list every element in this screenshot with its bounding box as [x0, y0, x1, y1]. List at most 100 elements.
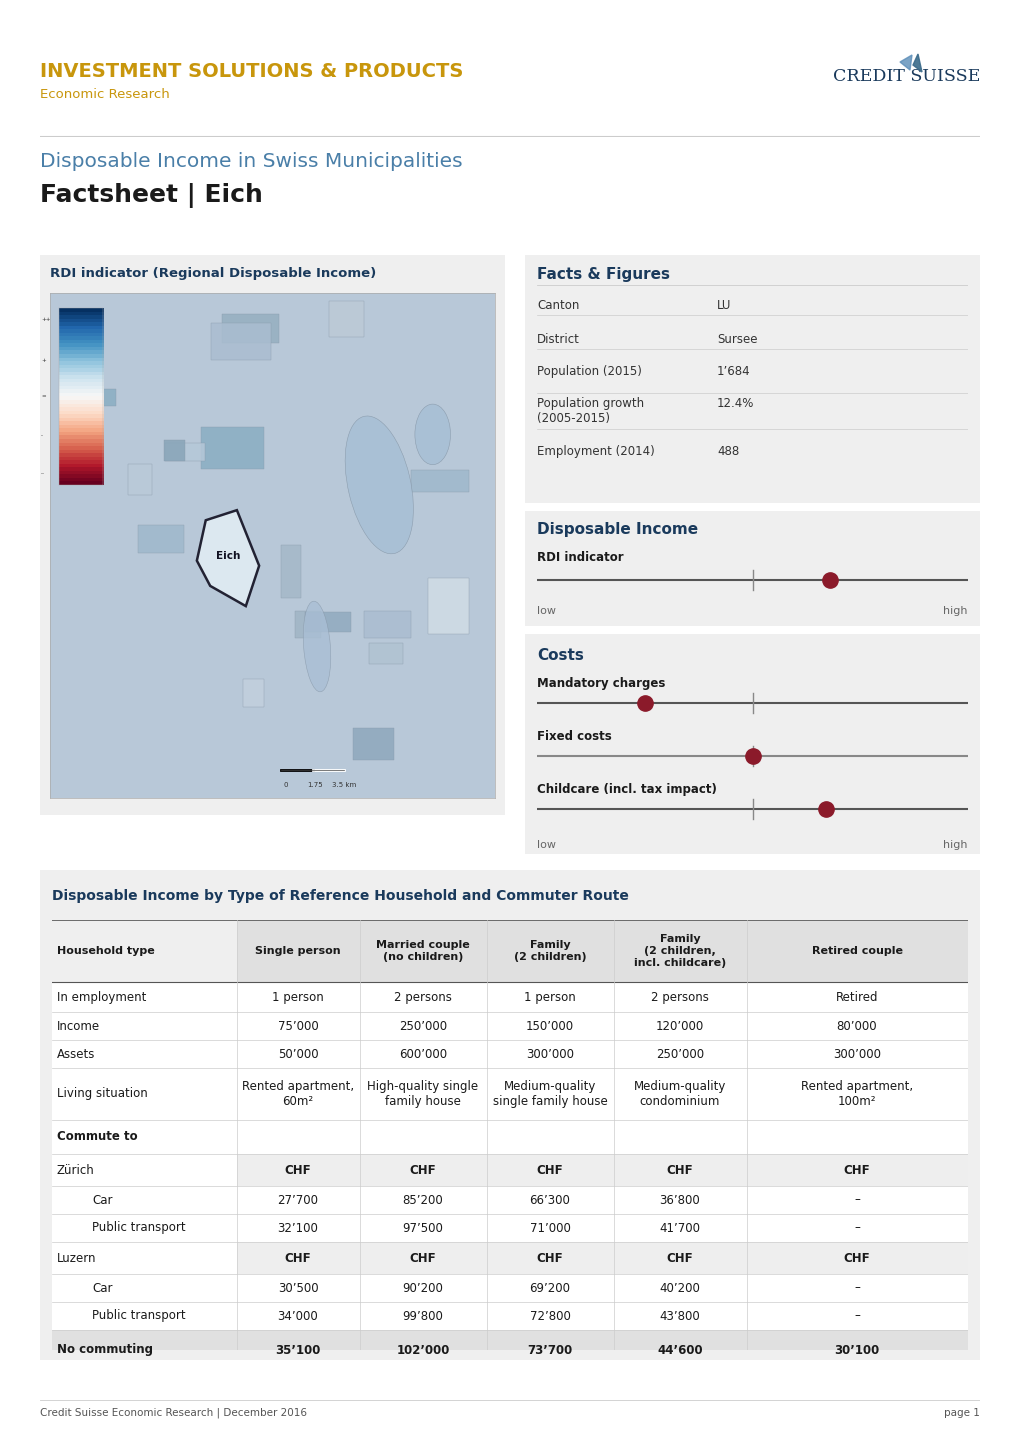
Text: 300’000: 300’000 [526, 1048, 574, 1061]
Bar [360, 921, 486, 983]
Bar [613, 921, 746, 983]
Text: Car: Car [92, 1281, 112, 1294]
Bar [52, 1330, 967, 1369]
Text: 80’000: 80’000 [836, 1020, 876, 1033]
Text: Credit Suisse Economic Research | December 2016: Credit Suisse Economic Research | Decemb… [40, 1408, 307, 1418]
Text: 250’000: 250’000 [655, 1048, 703, 1061]
Text: low: low [536, 606, 555, 616]
Text: 35’100: 35’100 [275, 1343, 320, 1356]
Bar [52, 1274, 967, 1302]
Text: RDI indicator: RDI indicator [536, 551, 623, 564]
Bar [52, 983, 967, 1012]
Text: LU: LU [716, 299, 731, 312]
Text: Population growth
(2005-2015): Population growth (2005-2015) [536, 397, 643, 426]
Text: 36’800: 36’800 [659, 1193, 700, 1206]
Text: CHF: CHF [666, 1163, 693, 1176]
Text: CREDIT SUISSE: CREDIT SUISSE [832, 68, 979, 85]
Text: 1 person: 1 person [272, 990, 324, 1003]
Text: Income: Income [57, 1020, 100, 1033]
Text: 1.75: 1.75 [307, 782, 322, 788]
Bar [486, 1154, 613, 1186]
Text: Disposable Income in Swiss Municipalities: Disposable Income in Swiss Municipalitie… [40, 152, 463, 172]
Text: CHF: CHF [843, 1163, 869, 1176]
Bar [76, 388, 116, 407]
Ellipse shape [415, 404, 450, 465]
Bar [360, 1154, 486, 1186]
Bar [52, 1242, 967, 1274]
Text: page 1: page 1 [944, 1408, 979, 1418]
Text: 44’600: 44’600 [656, 1343, 702, 1356]
Bar [305, 612, 351, 632]
Polygon shape [912, 53, 921, 72]
Text: Disposable Income: Disposable Income [536, 522, 697, 537]
Text: low: low [536, 840, 555, 850]
Text: –: – [853, 1193, 859, 1206]
Text: 30’100: 30’100 [834, 1343, 878, 1356]
Bar [52, 1012, 967, 1040]
Text: 1’684: 1’684 [716, 365, 750, 378]
Text: CHF: CHF [284, 1251, 311, 1264]
Text: 2 persons: 2 persons [650, 990, 708, 1003]
Text: INVESTMENT SOLUTIONS & PRODUCTS: INVESTMENT SOLUTIONS & PRODUCTS [40, 62, 463, 81]
Text: 250’000: 250’000 [398, 1020, 446, 1033]
Text: Childcare (incl. tax impact): Childcare (incl. tax impact) [536, 782, 716, 795]
Text: 30’500: 30’500 [277, 1281, 318, 1294]
Text: CHF: CHF [843, 1251, 869, 1264]
Bar [211, 323, 270, 359]
Text: District: District [536, 333, 580, 346]
Bar [369, 644, 403, 664]
Text: In employment: In employment [57, 990, 147, 1003]
Bar [613, 1242, 746, 1274]
Text: Public transport: Public transport [92, 1222, 185, 1235]
Bar [201, 427, 264, 469]
Text: Married couple
(no children): Married couple (no children) [376, 941, 470, 962]
Text: No commuting: No commuting [57, 1343, 153, 1356]
Text: Assets: Assets [57, 1048, 96, 1061]
Text: 69’200: 69’200 [529, 1281, 570, 1294]
Text: Luzern: Luzern [57, 1251, 97, 1264]
Text: 75’000: 75’000 [277, 1020, 318, 1033]
Bar [52, 1302, 967, 1330]
Text: 488: 488 [716, 444, 739, 457]
Text: 2 persons: 2 persons [393, 990, 451, 1003]
Text: 120’000: 120’000 [655, 1020, 703, 1033]
Text: Employment (2014): Employment (2014) [536, 444, 654, 457]
Text: –: – [853, 1281, 859, 1294]
Bar [236, 921, 360, 983]
Text: CHF: CHF [536, 1251, 562, 1264]
Bar [411, 470, 469, 492]
Text: Family
(2 children): Family (2 children) [514, 941, 586, 962]
Text: Zürich: Zürich [57, 1163, 95, 1176]
Text: 73’700: 73’700 [527, 1343, 572, 1356]
Text: Public transport: Public transport [92, 1309, 185, 1322]
Text: high: high [943, 606, 967, 616]
Polygon shape [899, 55, 911, 71]
Text: Car: Car [92, 1193, 112, 1206]
Bar [236, 1242, 360, 1274]
Bar [164, 440, 184, 460]
Text: Population (2015): Population (2015) [536, 365, 641, 378]
Bar [236, 1154, 360, 1186]
Text: 90’200: 90’200 [403, 1281, 443, 1294]
Text: 41’700: 41’700 [659, 1222, 700, 1235]
Bar [486, 1242, 613, 1274]
Bar [164, 443, 205, 460]
Text: Retired couple: Retired couple [811, 947, 902, 957]
Text: 85’200: 85’200 [403, 1193, 443, 1206]
Bar [746, 921, 967, 983]
Text: Sursee: Sursee [716, 333, 757, 346]
Text: Fixed costs: Fixed costs [536, 730, 611, 743]
Text: 12.4%: 12.4% [716, 397, 754, 410]
Text: Retired: Retired [835, 990, 877, 1003]
Text: Eich: Eich [216, 551, 239, 560]
Ellipse shape [303, 602, 330, 691]
Text: 3.5 km: 3.5 km [331, 782, 356, 788]
Bar [52, 1214, 967, 1242]
Bar [52, 1120, 967, 1154]
Text: Medium-quality
condominium: Medium-quality condominium [633, 1079, 726, 1108]
Text: Factsheet | Eich: Factsheet | Eich [40, 183, 263, 208]
Text: CHF: CHF [536, 1163, 562, 1176]
Bar [353, 727, 393, 759]
Text: Mandatory charges: Mandatory charges [536, 677, 664, 690]
Text: Disposable Income by Type of Reference Household and Commuter Route: Disposable Income by Type of Reference H… [52, 889, 629, 903]
